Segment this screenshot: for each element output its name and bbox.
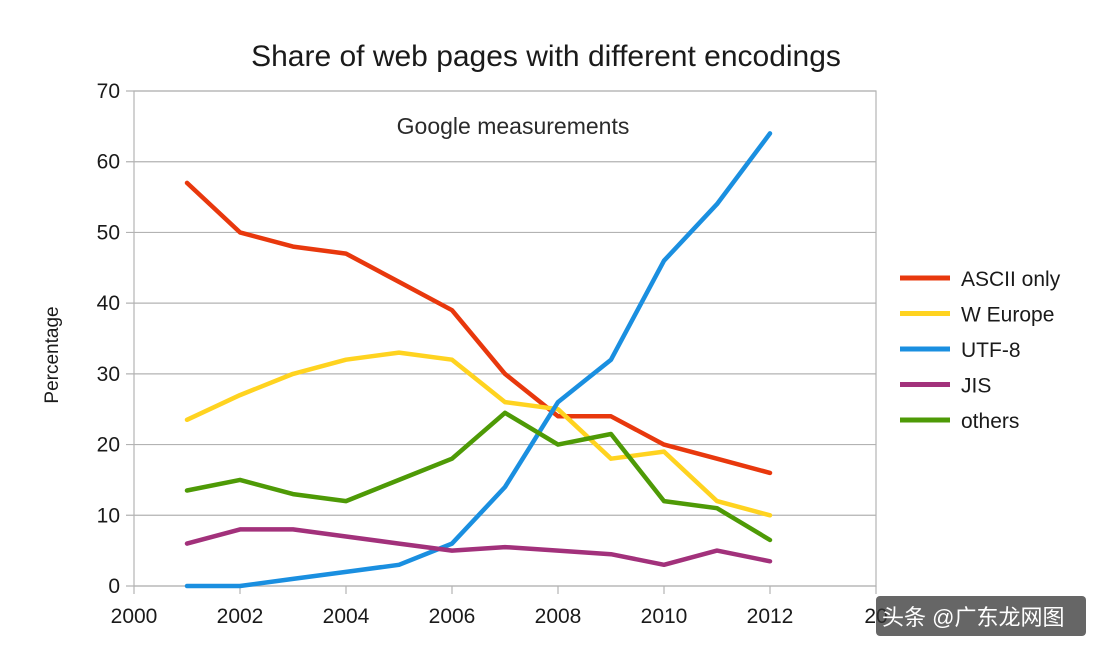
- watermark: 头条 @广东龙网图: [876, 596, 1086, 636]
- legend-label-others: others: [961, 410, 1019, 433]
- watermark-background: [876, 596, 1086, 636]
- series-lines: [184, 131, 773, 589]
- y-tick-label: 30: [97, 363, 120, 386]
- y-tick-label: 0: [108, 575, 120, 598]
- chart-title: Share of web pages with different encodi…: [251, 40, 841, 73]
- y-tick-label: 50: [97, 221, 120, 244]
- y-tick-label: 40: [97, 292, 120, 315]
- y-axis-ticks: 0 10 20 30 40 50 60 70: [97, 80, 120, 598]
- legend-label-w-europe: W Europe: [961, 304, 1054, 327]
- legend: ASCII only W Europe UTF-8 JIS others: [900, 268, 1061, 433]
- y-tick-label: 20: [97, 434, 120, 457]
- y-tick-label: 70: [97, 80, 120, 103]
- y-tick-label: 10: [97, 504, 120, 527]
- legend-label-ascii-only: ASCII only: [961, 268, 1061, 291]
- plot-frame: [133, 90, 877, 587]
- watermark-text: 头条 @广东龙网图: [882, 605, 1064, 630]
- legend-label-jis: JIS: [961, 375, 991, 398]
- chart-subtitle: Google measurements: [397, 113, 630, 139]
- series-line-jis: [184, 527, 773, 568]
- grid-lines: [126, 90, 876, 587]
- x-tick-label: 2002: [217, 605, 264, 628]
- series-line-utf-8: [184, 131, 773, 589]
- x-axis-ticks: 200020022004200620082010201220: [111, 586, 888, 628]
- series-line-w-europe: [184, 350, 773, 518]
- x-tick-label: 2010: [641, 605, 688, 628]
- series-line-others: [184, 410, 773, 543]
- y-axis-label: Percentage: [42, 306, 63, 403]
- x-tick-label: 2012: [747, 605, 794, 628]
- series-line-ascii-only: [184, 180, 773, 476]
- x-tick-label: 2004: [323, 605, 370, 628]
- legend-label-utf-8: UTF-8: [961, 339, 1021, 362]
- x-tick-label: 2006: [429, 605, 476, 628]
- x-tick-label: 2000: [111, 605, 158, 628]
- y-tick-label: 60: [97, 151, 120, 174]
- x-tick-label: 2008: [535, 605, 582, 628]
